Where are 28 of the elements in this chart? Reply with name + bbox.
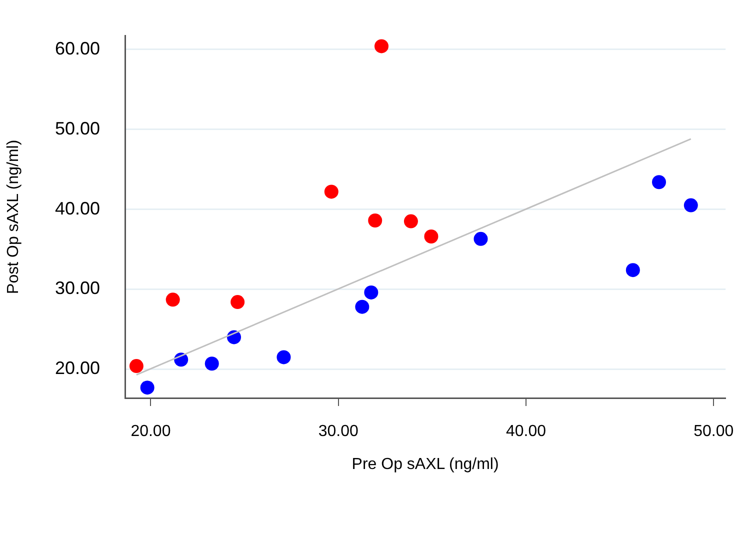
x-tick-label: 50.00 <box>694 423 734 440</box>
point <box>129 359 144 374</box>
point <box>368 214 382 228</box>
y-tick-label: 40.00 <box>54 198 100 218</box>
y-tick-label: 20.00 <box>54 358 100 378</box>
point <box>324 184 338 199</box>
point <box>684 198 698 212</box>
point <box>204 356 219 371</box>
point <box>140 380 154 395</box>
point <box>626 263 640 278</box>
point <box>364 285 378 300</box>
point <box>474 232 488 246</box>
point <box>355 300 370 314</box>
x-tick-label: 40.00 <box>506 423 546 440</box>
y-tick-label: 50.00 <box>54 118 100 138</box>
point <box>166 292 180 307</box>
point <box>276 350 291 364</box>
point <box>652 175 666 190</box>
x-tick-label: 20.00 <box>130 423 171 440</box>
point <box>374 39 388 54</box>
y-axis-title: Post Op sAXL (ng/ml) <box>5 140 22 294</box>
y-tick-label: 30.00 <box>54 278 100 298</box>
y-tick-label: 60.00 <box>54 38 100 58</box>
point <box>424 229 438 244</box>
point <box>404 214 418 228</box>
point <box>230 295 245 310</box>
x-tick-label: 30.00 <box>318 423 358 440</box>
x-axis-title: Pre Op sAXL (ng/ml) <box>352 456 499 473</box>
